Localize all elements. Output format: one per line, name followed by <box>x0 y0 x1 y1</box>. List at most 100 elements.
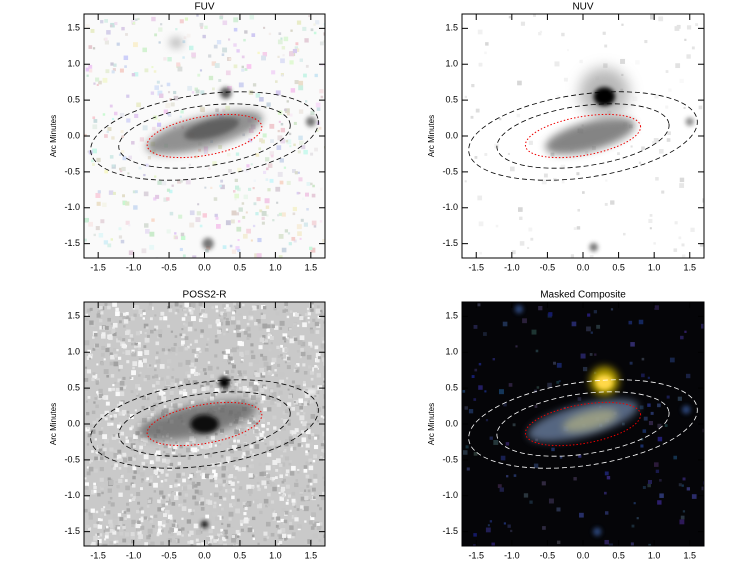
noise <box>115 387 120 392</box>
noise <box>165 496 170 501</box>
noise <box>153 328 157 331</box>
noise <box>321 337 325 341</box>
noise <box>174 311 178 315</box>
noise <box>282 448 287 453</box>
noise <box>484 390 487 393</box>
noise <box>214 354 218 358</box>
noise <box>219 495 223 499</box>
noise <box>250 163 253 166</box>
noise <box>117 513 122 517</box>
noise <box>272 465 276 469</box>
noise <box>485 527 491 533</box>
noise <box>299 58 304 62</box>
noise <box>558 380 561 383</box>
noise <box>489 520 493 523</box>
noise <box>104 169 108 174</box>
noise <box>96 157 101 163</box>
noise <box>172 539 176 544</box>
noise <box>187 374 191 378</box>
noise <box>312 523 317 528</box>
noise <box>657 436 663 442</box>
noise <box>142 47 147 53</box>
noise <box>113 449 117 453</box>
noise <box>209 399 213 403</box>
noise <box>240 428 245 433</box>
noise <box>133 205 138 210</box>
noise <box>272 483 276 487</box>
noise <box>296 508 300 511</box>
noise <box>94 438 97 441</box>
noise <box>235 325 241 330</box>
y-axis-label: Arc Minutes <box>427 403 436 445</box>
noise <box>643 416 648 421</box>
noise <box>533 14 536 17</box>
noise <box>260 353 264 357</box>
noise <box>141 461 146 466</box>
noise <box>302 26 307 31</box>
noise <box>260 400 264 404</box>
noise <box>180 235 186 240</box>
noise <box>530 237 534 241</box>
noise <box>506 475 509 478</box>
noise <box>207 500 213 505</box>
noise <box>236 439 240 443</box>
noise <box>298 177 303 182</box>
noise <box>487 524 490 527</box>
noise <box>148 534 152 537</box>
noise <box>213 539 217 543</box>
noise <box>150 515 153 519</box>
noise <box>659 493 664 498</box>
noise <box>311 487 316 492</box>
x-tick-label: 1.0 <box>269 550 282 560</box>
noise <box>294 428 299 433</box>
noise <box>282 309 286 313</box>
noise <box>126 410 130 414</box>
noise <box>127 339 131 343</box>
noise <box>304 495 309 501</box>
noise <box>556 362 562 368</box>
noise <box>96 533 100 536</box>
noise <box>287 408 291 412</box>
noise <box>664 424 668 427</box>
noise <box>272 498 275 502</box>
noise <box>308 436 311 440</box>
noise <box>302 363 306 367</box>
noise <box>279 158 284 163</box>
noise <box>190 400 195 405</box>
noise <box>175 236 178 240</box>
noise <box>158 442 161 445</box>
image <box>462 14 704 258</box>
noise <box>654 462 659 467</box>
noise <box>236 332 241 338</box>
noise <box>468 409 474 414</box>
noise <box>294 517 299 522</box>
noise <box>296 412 300 416</box>
noise <box>323 481 325 486</box>
noise <box>112 530 117 535</box>
noise <box>310 414 316 419</box>
noise <box>107 127 112 132</box>
image <box>84 14 325 258</box>
noise <box>242 501 247 506</box>
noise <box>160 84 163 87</box>
noise <box>263 407 267 412</box>
noise <box>279 327 283 330</box>
noise <box>88 527 92 531</box>
noise <box>167 306 170 309</box>
noise <box>163 444 168 449</box>
noise <box>647 483 651 488</box>
noise <box>211 393 216 398</box>
noise <box>167 359 172 364</box>
noise <box>201 474 207 480</box>
noise <box>228 38 231 41</box>
noise <box>176 530 182 536</box>
noise <box>160 23 163 26</box>
noise <box>650 14 655 20</box>
noise <box>110 319 115 323</box>
noise <box>280 518 285 522</box>
noise <box>227 353 230 356</box>
noise <box>305 64 309 68</box>
noise <box>102 77 108 83</box>
noise <box>323 534 325 538</box>
noise <box>197 203 200 206</box>
